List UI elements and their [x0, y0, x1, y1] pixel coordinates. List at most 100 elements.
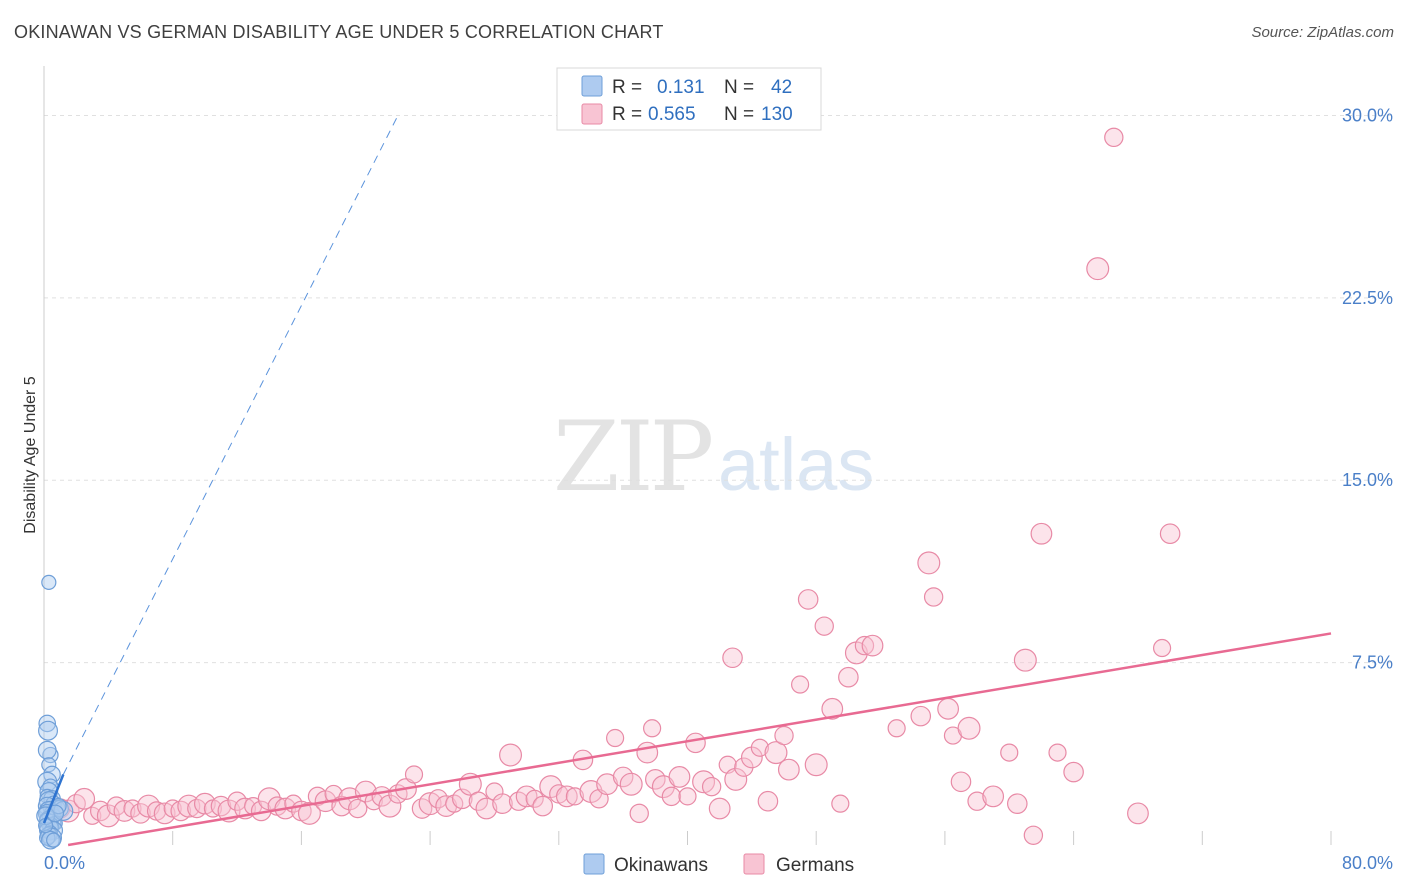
- germans-point-105: [887, 719, 906, 738]
- germans-point-51: [451, 788, 473, 810]
- okinawans-point-4: [37, 740, 57, 760]
- legend-series-label-germans: Germans: [776, 855, 854, 876]
- okinawans-point-1: [38, 714, 57, 733]
- trend-germans: [67, 632, 1332, 847]
- watermark-atlas: atlas: [718, 423, 874, 506]
- germans-point-98: [814, 616, 834, 636]
- germans-point-45: [404, 765, 424, 784]
- germans-point-19: [193, 792, 216, 815]
- x-tick-marks: [43, 831, 1332, 845]
- trend-okinawans: [42, 774, 65, 824]
- germans-point-6: [90, 800, 111, 822]
- germans-point-38: [348, 798, 368, 819]
- germans-point-21: [210, 795, 232, 817]
- chart-title: OKINAWAN VS GERMAN DISABILITY AGE UNDER …: [14, 22, 664, 42]
- germans-point-86: [722, 647, 743, 669]
- germans-point-16: [170, 800, 192, 822]
- germans-point-109: [937, 697, 960, 720]
- germans-point-87: [724, 767, 748, 791]
- germans-point-96: [797, 589, 819, 610]
- germans-point-73: [629, 803, 649, 824]
- trend-okinawans-extended: [62, 115, 399, 775]
- germans-point-114: [982, 785, 1005, 808]
- germans-point-46: [411, 798, 433, 819]
- germans-point-54: [475, 797, 498, 820]
- watermark: ZIP atlas: [553, 401, 874, 513]
- germans-point-91: [757, 790, 779, 812]
- okinawans-point-35: [46, 832, 62, 848]
- y-tick-labels: 7.5% 15.0% 22.5% 30.0%: [1342, 105, 1393, 672]
- legend-r-germans: 0.565: [648, 104, 696, 125]
- y-axis-label: Disability Age Under 5: [22, 376, 39, 534]
- grid: [44, 114, 1393, 664]
- germans-point-14: [153, 802, 176, 825]
- source-credit: Source: ZipAtlas.com: [1251, 24, 1394, 41]
- germans-point-74: [636, 741, 659, 764]
- germans-point-4: [73, 787, 96, 810]
- series-okinawans: [36, 574, 74, 850]
- germans-point-122: [1086, 257, 1110, 281]
- germans-point-106: [910, 705, 932, 727]
- legend-n-okinawans: 42: [771, 77, 792, 98]
- legend-swatch-okinawans: [581, 75, 603, 97]
- germans-point-32: [297, 801, 321, 825]
- germans-point-123: [1104, 127, 1124, 148]
- germans-point-57: [499, 743, 523, 767]
- germans-point-93: [774, 725, 794, 746]
- legend-r-okinawans: 0.131: [657, 77, 705, 98]
- germans-point-100: [831, 794, 850, 813]
- germans-point-65: [565, 787, 584, 806]
- series-germans: [42, 127, 1181, 845]
- germans-point-116: [1006, 793, 1028, 814]
- okinawans-point-0: [41, 574, 57, 590]
- germans-point-117: [1013, 648, 1037, 672]
- legend-series: Okinawans Germans: [583, 853, 854, 876]
- y-tick-label-2: 22.5%: [1342, 288, 1393, 308]
- germans-point-124: [1127, 802, 1149, 825]
- germans-point-78: [661, 786, 682, 807]
- germans-point-95: [791, 675, 810, 694]
- okinawans-point-5: [41, 757, 57, 773]
- germans-point-60: [525, 789, 544, 808]
- germans-point-61: [532, 795, 554, 817]
- legend-stats: R = 0.131 N = 42 R = 0.565 N = 130: [556, 67, 822, 131]
- watermark-zip: ZIP: [553, 401, 712, 513]
- legend-series-swatch-germans: [743, 853, 765, 875]
- germans-point-119: [1030, 522, 1053, 545]
- germans-point-35: [324, 784, 343, 804]
- germans-point-101: [838, 666, 859, 688]
- x-tick-label-max: 80.0%: [1342, 853, 1393, 873]
- germans-point-90: [750, 738, 769, 757]
- germans-point-55: [485, 782, 504, 801]
- germans-point-83: [701, 776, 722, 797]
- germans-point-79: [668, 766, 691, 788]
- y-tick-label-3: 30.0%: [1342, 105, 1393, 125]
- germans-point-121: [1063, 761, 1084, 783]
- germans-point-99: [821, 697, 844, 720]
- legend-series-label-okinawans: Okinawans: [614, 855, 708, 876]
- germans-point-77: [651, 775, 675, 799]
- y-tick-label-0: 7.5%: [1352, 653, 1393, 673]
- germans-point-103: [854, 635, 875, 656]
- germans-point-70: [606, 728, 625, 748]
- germans-point-115: [1000, 743, 1019, 762]
- germans-point-72: [619, 772, 643, 796]
- germans-point-97: [804, 753, 828, 777]
- legend-swatch-germans: [581, 103, 603, 125]
- germans-point-94: [777, 758, 800, 781]
- germans-point-92: [764, 741, 788, 765]
- legend-n-label-okinawans: N =: [724, 77, 754, 98]
- germans-point-120: [1048, 743, 1067, 762]
- germans-point-108: [923, 587, 944, 607]
- legend-r-label-okinawans: R =: [612, 77, 642, 98]
- germans-point-81: [685, 732, 706, 754]
- germans-point-126: [1159, 523, 1181, 545]
- trend-lines: [42, 115, 1332, 847]
- germans-point-84: [708, 797, 731, 820]
- legend-r-label-germans: R =: [612, 104, 642, 125]
- y-tick-label-1: 15.0%: [1342, 470, 1393, 490]
- germans-point-107: [917, 551, 941, 575]
- legend-n-germans: 130: [761, 104, 793, 125]
- x-tick-label-min: 0.0%: [44, 853, 85, 873]
